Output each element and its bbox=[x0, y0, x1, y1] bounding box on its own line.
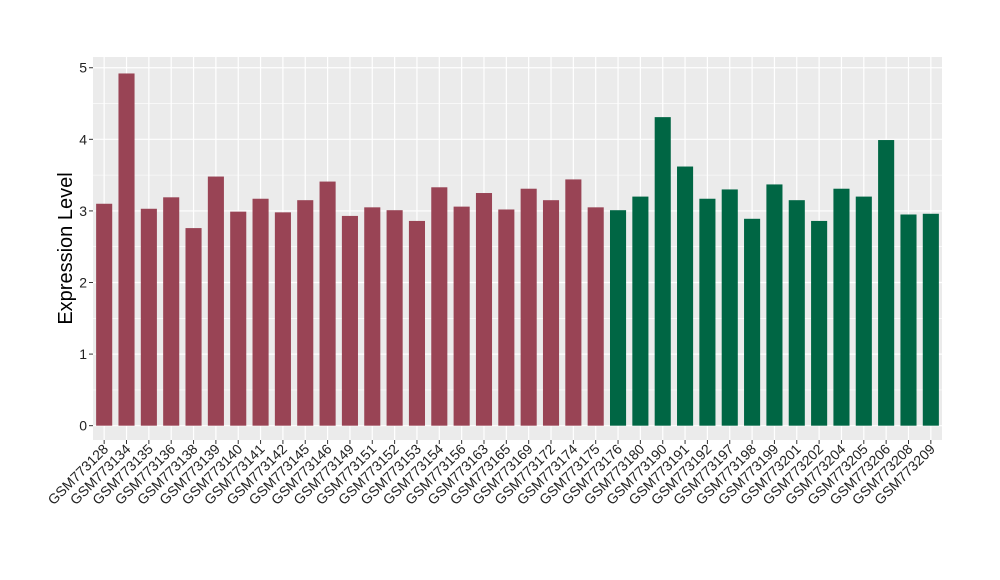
bar-GSM773128 bbox=[96, 203, 113, 426]
bar-GSM773145 bbox=[297, 200, 314, 426]
bars bbox=[96, 73, 939, 426]
bar-GSM773174 bbox=[565, 179, 582, 426]
bar-GSM773149 bbox=[341, 215, 358, 426]
y-tick-label: 4 bbox=[79, 131, 87, 147]
bar-GSM773176 bbox=[609, 210, 627, 426]
y-axis-title: Expression Level bbox=[55, 172, 77, 324]
bar-GSM773146 bbox=[319, 181, 336, 426]
bar-GSM773180 bbox=[632, 196, 649, 426]
bar-GSM773152 bbox=[386, 210, 403, 426]
y-tick-label: 3 bbox=[79, 203, 87, 219]
bar-GSM773153 bbox=[408, 220, 426, 426]
bar-GSM773172 bbox=[542, 200, 560, 426]
bar-GSM773154 bbox=[431, 187, 448, 426]
y-tick-label: 0 bbox=[79, 418, 87, 434]
bar-GSM773190 bbox=[654, 117, 671, 426]
bar-GSM773209 bbox=[922, 213, 939, 426]
bar-GSM773205 bbox=[855, 196, 872, 426]
bar-GSM773208 bbox=[900, 214, 917, 426]
bar-GSM773197 bbox=[721, 189, 738, 426]
bar-GSM773135 bbox=[140, 208, 157, 426]
bar-GSM773165 bbox=[498, 209, 515, 426]
bar-GSM773136 bbox=[163, 197, 180, 426]
bar-GSM773199 bbox=[766, 184, 783, 426]
bar-GSM773175 bbox=[587, 207, 604, 426]
y-tick-label: 1 bbox=[79, 346, 87, 362]
bar-GSM773142 bbox=[274, 212, 291, 426]
bar-GSM773134 bbox=[118, 73, 135, 426]
bar-GSM773151 bbox=[364, 207, 381, 426]
x-axis: GSM773128GSM773134GSM773135GSM773136GSM7… bbox=[44, 440, 938, 508]
y-axis: 0 1 2 3 4 5 bbox=[79, 60, 93, 434]
y-tick-label: 5 bbox=[79, 60, 87, 76]
bar-GSM773191 bbox=[677, 166, 694, 426]
bar-GSM773141 bbox=[252, 198, 269, 426]
bar-GSM773163 bbox=[475, 193, 493, 426]
bar-GSM773201 bbox=[788, 200, 805, 426]
bar-GSM773204 bbox=[833, 188, 850, 426]
bar-GSM773138 bbox=[185, 228, 202, 426]
bar-GSM773198 bbox=[744, 218, 761, 426]
bar-GSM773202 bbox=[811, 220, 828, 426]
bar-GSM773192 bbox=[699, 198, 716, 426]
y-tick-label: 2 bbox=[79, 275, 87, 291]
bar-GSM773156 bbox=[453, 206, 470, 426]
bar-GSM773139 bbox=[207, 176, 224, 426]
bar-GSM773206 bbox=[878, 140, 895, 426]
bar-GSM773169 bbox=[520, 188, 537, 426]
bar-GSM773140 bbox=[230, 211, 247, 426]
